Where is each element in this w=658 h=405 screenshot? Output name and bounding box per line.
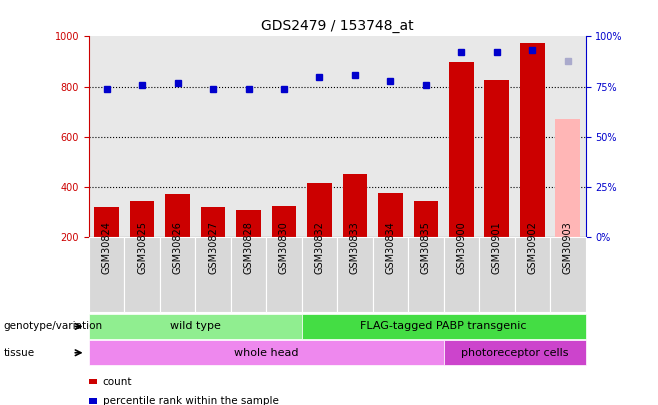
Text: wild type: wild type [170, 322, 220, 331]
Bar [272, 206, 296, 237]
Text: GSM30827: GSM30827 [208, 222, 218, 275]
Text: FLAG-tagged PABP transgenic: FLAG-tagged PABP transgenic [361, 322, 527, 331]
Text: GSM30824: GSM30824 [101, 222, 112, 275]
Bar [236, 210, 261, 237]
Text: GSM30828: GSM30828 [243, 222, 253, 275]
Text: GSM30901: GSM30901 [492, 222, 502, 275]
Text: GSM30902: GSM30902 [528, 222, 538, 275]
Text: GSM30834: GSM30834 [386, 222, 395, 275]
Text: GSM30826: GSM30826 [172, 222, 182, 275]
Text: genotype/variation: genotype/variation [3, 322, 103, 331]
Text: GSM30900: GSM30900 [457, 222, 467, 275]
Text: percentile rank within the sample: percentile rank within the sample [103, 396, 278, 405]
Text: GSM30833: GSM30833 [350, 222, 360, 275]
Bar [520, 43, 545, 237]
Bar [555, 119, 580, 237]
Bar [378, 193, 403, 237]
Bar [449, 62, 474, 237]
Text: GSM30903: GSM30903 [563, 222, 573, 275]
Text: GSM30825: GSM30825 [137, 222, 147, 275]
Bar [201, 207, 226, 237]
Bar [165, 194, 190, 237]
Text: GSM30830: GSM30830 [279, 222, 289, 275]
Title: GDS2479 / 153748_at: GDS2479 / 153748_at [261, 19, 413, 33]
Text: GSM30832: GSM30832 [315, 222, 324, 275]
Text: whole head: whole head [234, 348, 299, 358]
Text: tissue: tissue [3, 348, 34, 358]
Bar [94, 207, 119, 237]
Bar [130, 200, 155, 237]
Text: count: count [103, 377, 132, 386]
Bar [484, 80, 509, 237]
Bar [343, 174, 367, 237]
Bar [307, 183, 332, 237]
Text: photoreceptor cells: photoreceptor cells [461, 348, 569, 358]
Bar [413, 200, 438, 237]
Text: GSM30835: GSM30835 [421, 222, 431, 275]
